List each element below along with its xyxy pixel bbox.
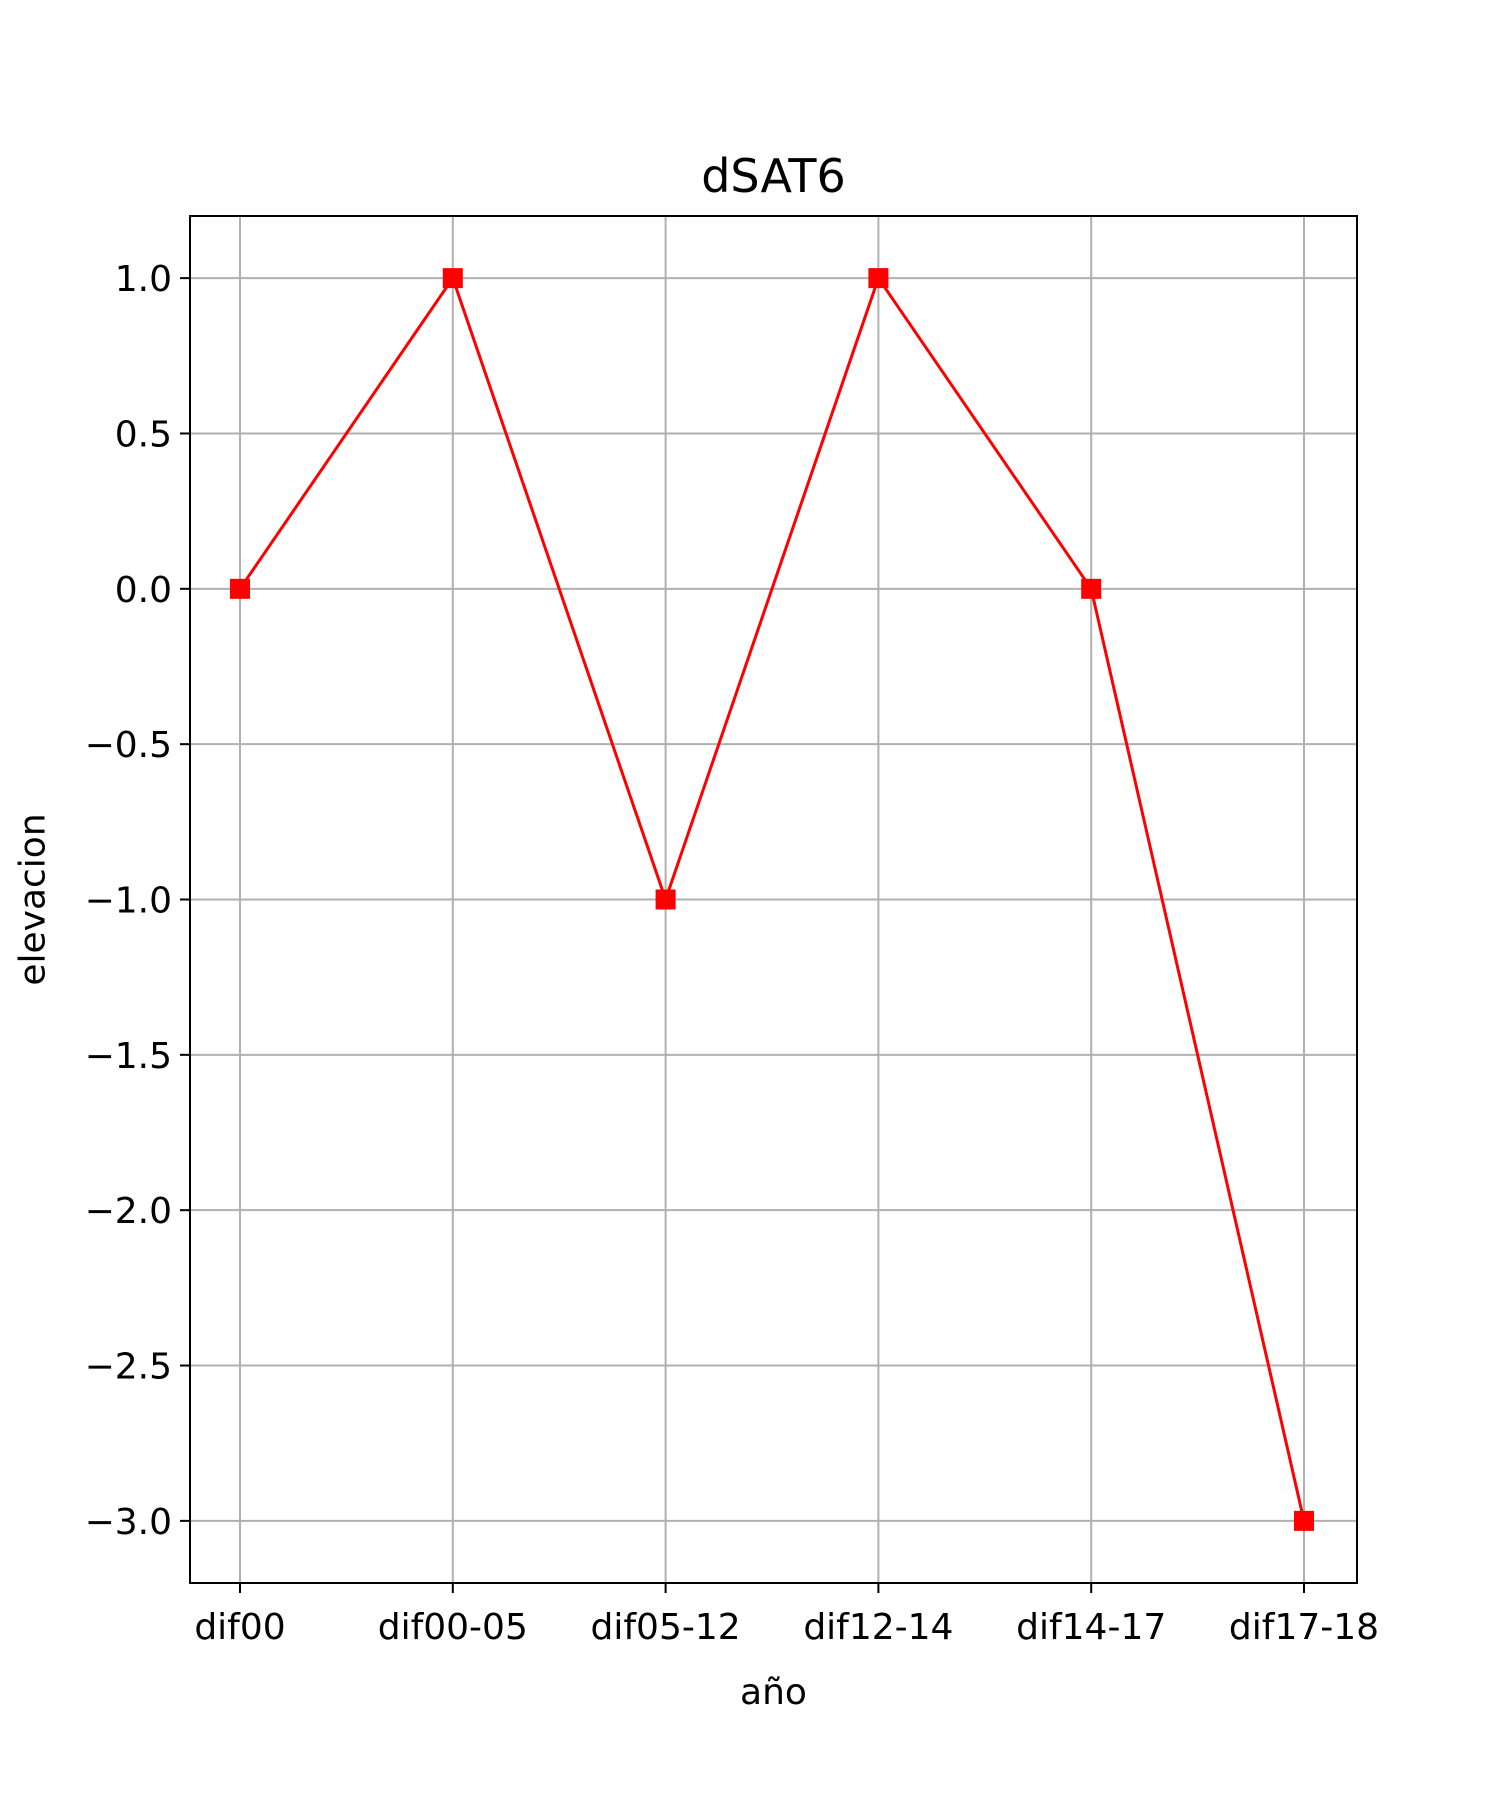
y-tick-label: −1.5 <box>85 1036 172 1077</box>
x-tick-label: dif14-17 <box>1016 1607 1166 1648</box>
y-tick-label: −1.0 <box>85 881 172 922</box>
grid-lines <box>190 216 1357 1583</box>
data-point <box>655 889 676 910</box>
series-line <box>238 274 1306 1522</box>
y-tick-label: 1.0 <box>115 259 172 300</box>
y-tick-label: −0.5 <box>85 725 172 766</box>
x-tick-label: dif00 <box>194 1607 285 1648</box>
data-point <box>230 578 250 599</box>
y-tick-label: −2.5 <box>85 1347 172 1388</box>
x-tick-label: dif12-14 <box>803 1607 953 1648</box>
data-point <box>868 268 889 289</box>
y-tick-label: −3.0 <box>85 1502 172 1543</box>
y-tick-label: 0.0 <box>115 570 172 611</box>
data-point <box>1081 578 1102 599</box>
axis-ticks: dif00 dif00-05 dif05-12 dif12-14 dif14-17 dif… <box>85 259 1379 1648</box>
data-point <box>442 268 463 289</box>
x-tick-label: dif05-12 <box>591 1607 741 1648</box>
data-point <box>1294 1510 1314 1531</box>
x-axis-label: año <box>740 1672 807 1713</box>
x-tick-label: dif00-05 <box>378 1607 528 1648</box>
series-group <box>230 268 1314 1531</box>
y-tick-label: −2.0 <box>85 1191 172 1232</box>
x-tick-label: dif17-18 <box>1229 1607 1379 1648</box>
chart-title: dSAT6 <box>701 149 846 203</box>
y-tick-label: 0.5 <box>115 414 172 455</box>
y-axis-label: elevacion <box>13 813 54 985</box>
